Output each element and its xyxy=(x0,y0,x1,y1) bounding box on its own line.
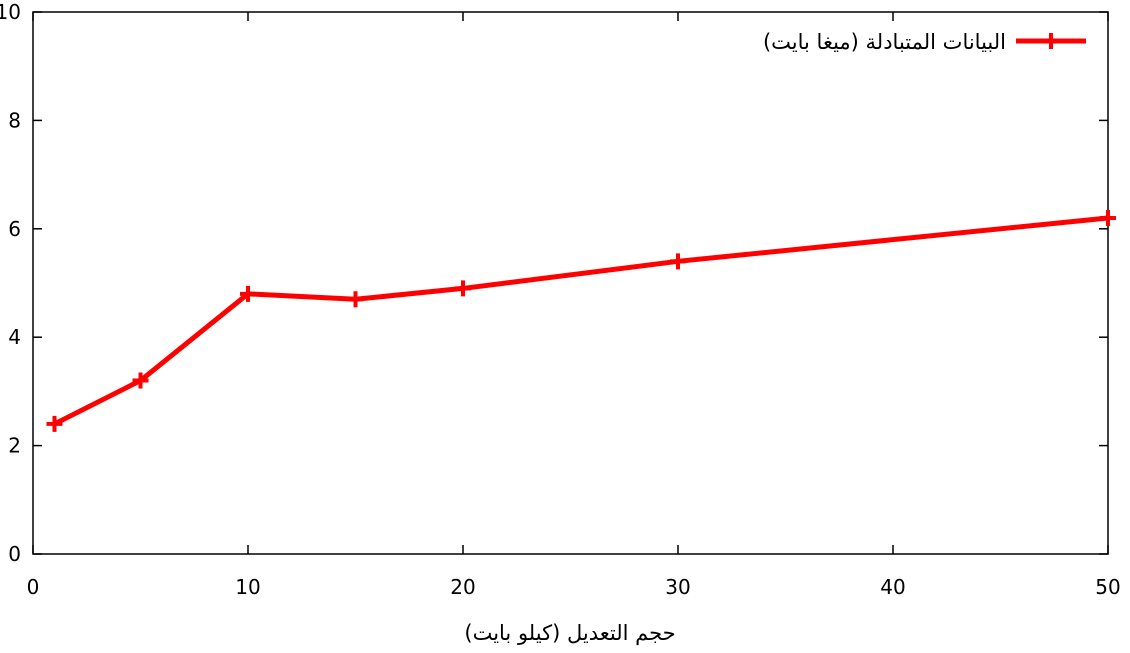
data-point-marker xyxy=(670,253,686,270)
data-point-marker xyxy=(347,291,364,308)
data-point-marker xyxy=(240,285,256,302)
y-tick-label: 2 xyxy=(8,434,21,458)
series-layer xyxy=(46,209,1116,432)
data-point-marker xyxy=(1100,209,1116,226)
plot-frame xyxy=(32,11,1109,555)
y-tick-label: 0 xyxy=(8,542,21,566)
x-axis-title: حجم التعديل (كيلو بايت) xyxy=(464,621,675,646)
tick-labels: 0 10 20 30 40 50 0 2 4 6 8 10 xyxy=(0,0,1121,599)
data-point-marker xyxy=(132,372,149,389)
series-line xyxy=(53,215,1109,427)
x-tick-label: 50 xyxy=(1095,575,1120,599)
data-point-marker xyxy=(455,280,471,297)
y-tick-label: 10 xyxy=(0,0,21,24)
y-tick-label: 6 xyxy=(8,217,21,241)
legend-label: البيانات المتبادلة (ميغا بايت) xyxy=(763,30,1006,54)
data-point-marker xyxy=(46,415,63,432)
x-tick-label: 40 xyxy=(880,575,905,599)
axis-ticks xyxy=(32,11,1109,555)
x-tick-label: 0 xyxy=(27,575,40,599)
legend: البيانات المتبادلة (ميغا بايت) xyxy=(763,30,1086,54)
x-tick-label: 10 xyxy=(235,575,260,599)
x-tick-label: 20 xyxy=(450,575,475,599)
y-tick-label: 4 xyxy=(8,325,21,349)
x-tick-label: 30 xyxy=(665,575,690,599)
legend-marker xyxy=(1043,33,1059,49)
y-tick-label: 8 xyxy=(8,108,21,132)
